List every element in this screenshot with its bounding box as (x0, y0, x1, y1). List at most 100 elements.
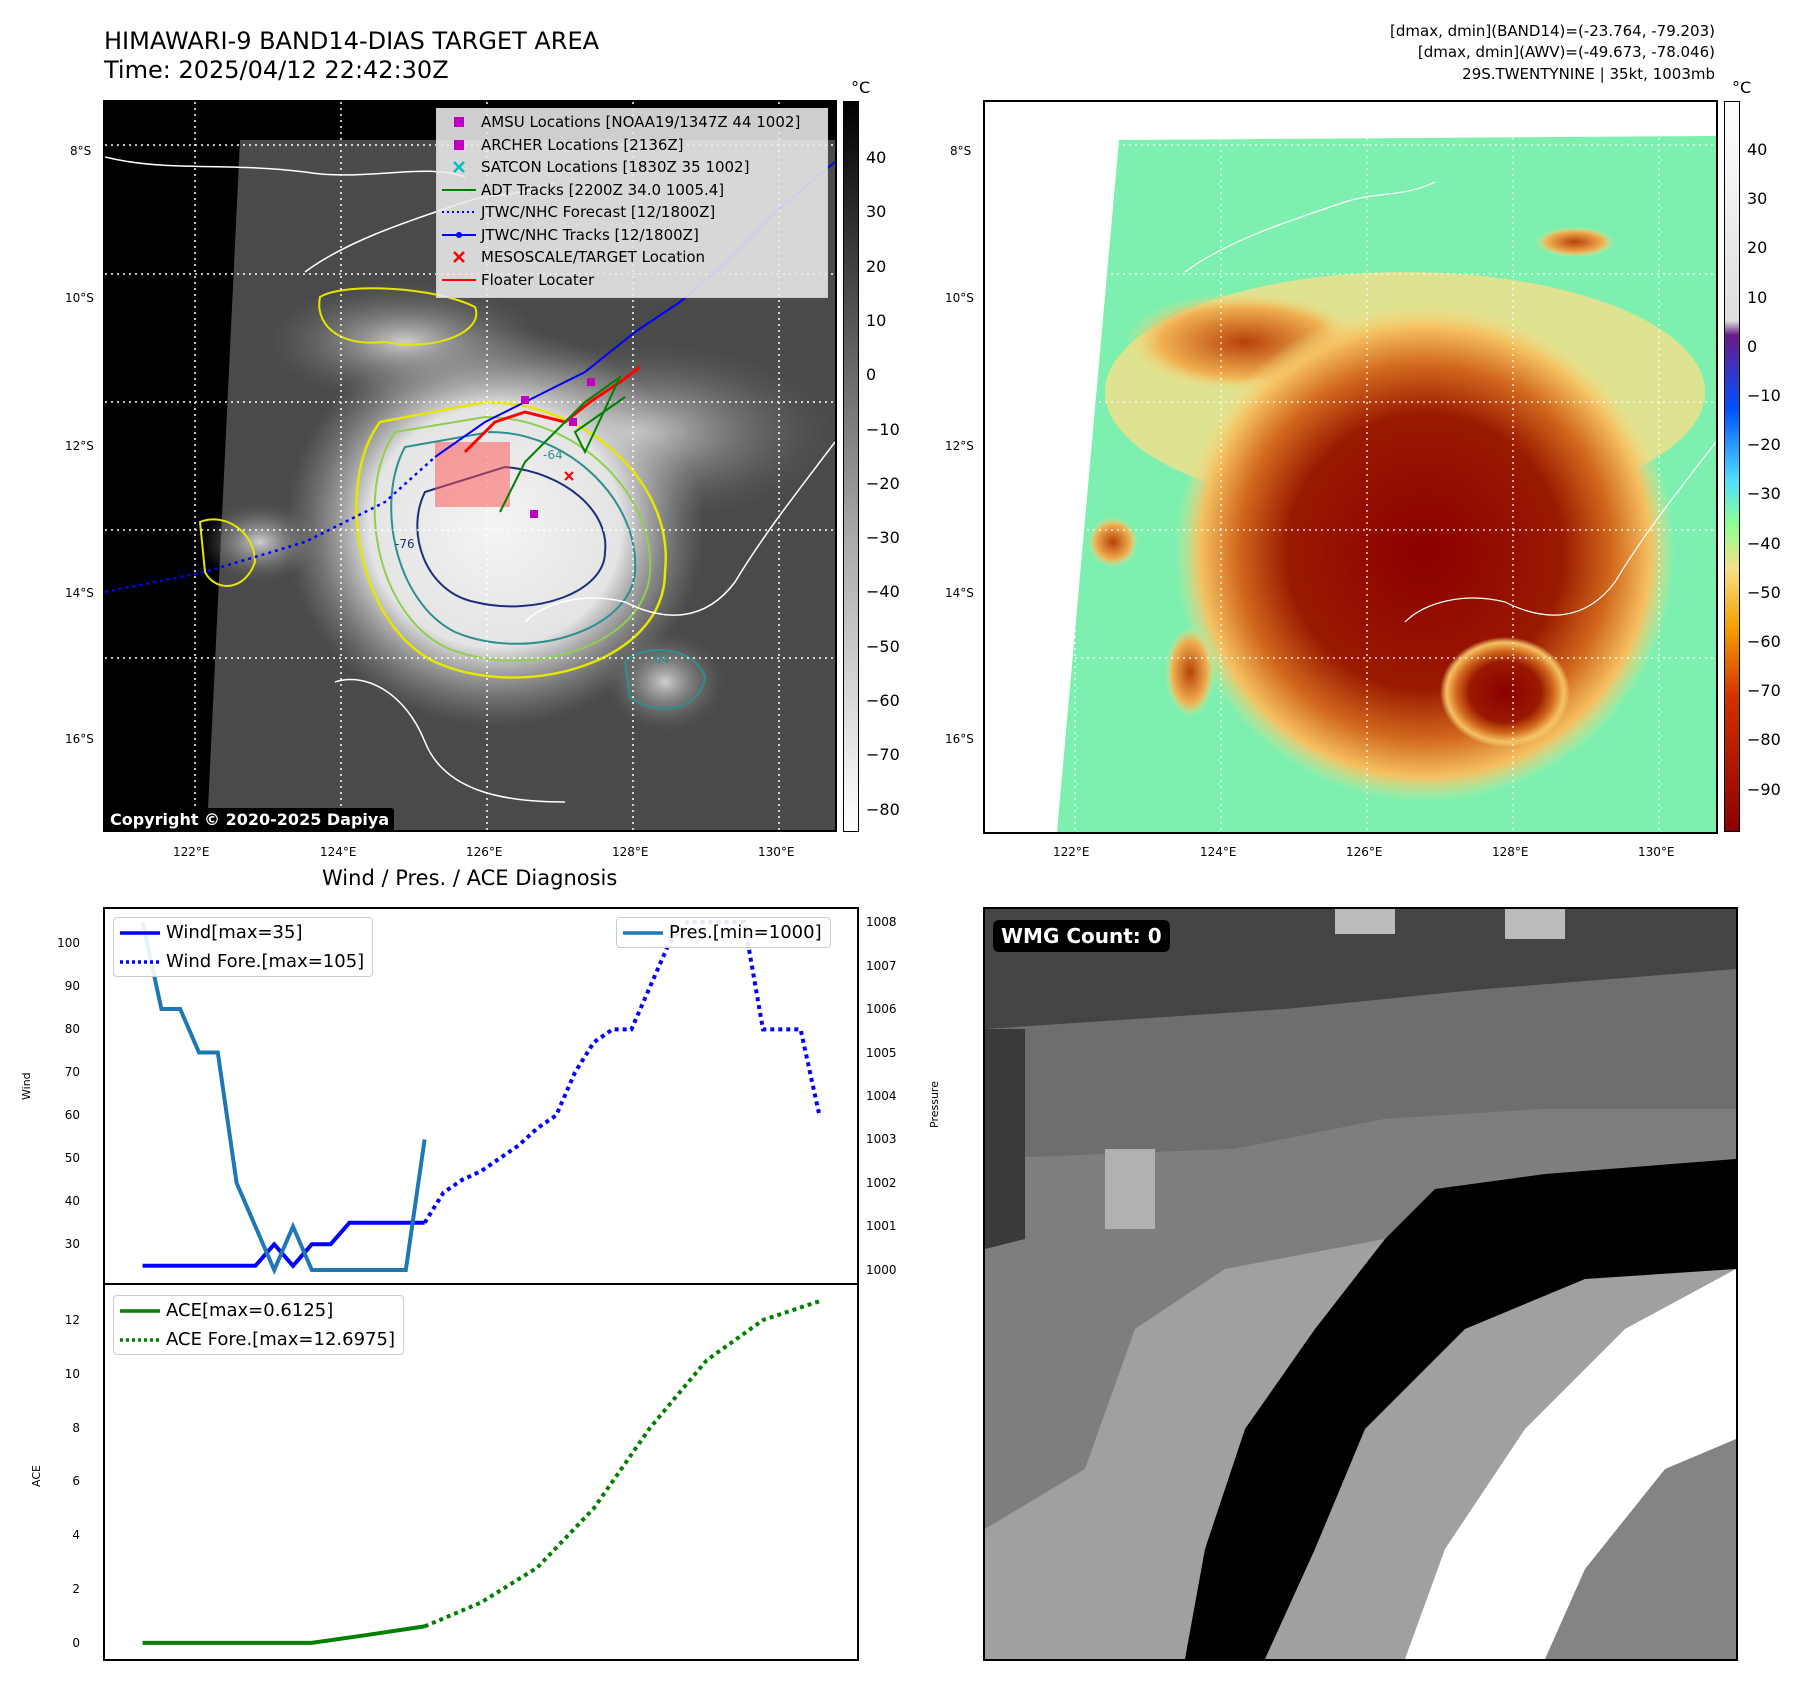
info-band14: [dmax, dmin](BAND14)=(-23.764, -79.203) (1390, 22, 1715, 40)
colorbar-left (843, 101, 859, 832)
wmg-image (985, 909, 1736, 1659)
map-legend-item: Floater Locater (437, 269, 827, 292)
map-legend-symbol (437, 139, 481, 151)
axis-tick-label: 1005 (866, 1045, 897, 1060)
colorbar-tick: −40 (1747, 533, 1781, 553)
series-line (142, 1220, 425, 1269)
map-legend-symbol (437, 116, 481, 128)
colorbar-tick: −70 (1747, 681, 1781, 701)
axis-tick-label: 1000 (866, 1262, 897, 1277)
map-legend-label: Floater Locater (481, 270, 595, 289)
colorbar-tick: −50 (866, 636, 900, 656)
info-storm: 29S.TWENTYNINE | 35kt, 1003mb (1462, 65, 1715, 83)
axis-tick-label: 2 (72, 1582, 80, 1597)
colorbar-tick: −20 (866, 473, 900, 493)
map-legend-item: ARCHER Locations [2136Z] (437, 134, 827, 157)
series-line (140, 921, 427, 1276)
legend-pressure: Pres.[min=1000] (623, 922, 822, 943)
ace-plot (142, 1299, 821, 1645)
lat-label-10s: 10°S (65, 291, 94, 305)
ace-panel (103, 1283, 859, 1661)
map-legend-item: JTWC/NHC Forecast [12/1800Z] (437, 201, 827, 224)
legend-wind-forecast: Wind Fore.[max=105] (120, 951, 365, 972)
colorbar-tick: −80 (1747, 730, 1781, 750)
map-legend-item: ADT Tracks [2200Z 34.0 1005.4] (437, 179, 827, 202)
info-awv: [dmax, dmin](AWV)=(-49.673, -78.046) (1417, 43, 1715, 61)
axis-tick-label: 10 (64, 1366, 80, 1381)
lon-label-124e: 124°E (320, 845, 357, 859)
diagnosis-title: Wind / Pres. / ACE Diagnosis (322, 866, 618, 890)
colorbar-right (1724, 101, 1740, 832)
figure-time: Time: 2025/04/12 22:42:30Z (104, 56, 449, 84)
axis-tick-label: 60 (64, 1108, 80, 1123)
colorbar-tick: −20 (1747, 435, 1781, 455)
colorbar-tick: −70 (866, 745, 900, 765)
axis-tick-label: 80 (64, 1022, 80, 1037)
awv-map-panel (983, 100, 1718, 834)
copyright-label: Copyright © 2020-2025 Dapiya (105, 808, 395, 831)
map-legend-item: SATCON Locations [1830Z 35 1002] (437, 156, 827, 179)
map-legend-symbol (437, 161, 481, 174)
colorbar-tick: 20 (1747, 238, 1768, 258)
colorbar-tick: −60 (866, 691, 900, 710)
series-line (422, 919, 822, 1224)
awv-lat-label-12s: 12°S (945, 439, 974, 453)
awv-lon-label-130e: 130°E (1638, 845, 1675, 859)
axis-tick-label: 4 (72, 1528, 80, 1543)
axis-tick-label: 40 (64, 1194, 80, 1209)
colorbar-tick: 30 (866, 202, 887, 222)
legend-ace-forecast: ACE Fore.[max=12.6975] (120, 1329, 395, 1350)
colorbar-tick: −30 (1747, 484, 1781, 504)
axis-tick-label: 12 (64, 1312, 80, 1327)
awv-lon-label-122e: 122°E (1053, 845, 1090, 859)
colorbar-tick: −30 (866, 528, 900, 548)
axis-tick-label: 1002 (866, 1175, 897, 1190)
axis-tick-label: 90 (64, 979, 80, 994)
axis-tick-label: 0 (72, 1635, 80, 1650)
awv-lat-label-10s: 10°S (945, 291, 974, 305)
colorbar-tick: −60 (1747, 632, 1781, 651)
map-legend-label: AMSU Locations [NOAA19/1347Z 44 1002] (481, 113, 801, 131)
map-legend-label: ARCHER Locations [2136Z] (481, 135, 684, 154)
axis-tick-label: 1001 (866, 1219, 897, 1234)
map-legend: AMSU Locations [NOAA19/1347Z 44 1002] ARC… (436, 108, 828, 298)
contour-label-1: -76 (395, 537, 415, 551)
axis-tick-label: 6 (72, 1474, 80, 1489)
map-legend-symbol (437, 231, 481, 239)
legend-wind: Wind[max=35] (120, 922, 303, 943)
lon-label-126e: 126°E (466, 845, 503, 859)
map-legend-symbol (437, 277, 481, 283)
lat-label-16s: 16°S (65, 732, 94, 746)
contour-label-2: -64 (650, 652, 670, 666)
awv-lon-label-126e: 126°E (1346, 845, 1383, 859)
lat-label-14s: 14°S (65, 586, 94, 600)
map-legend-label: ADT Tracks [2200Z 34.0 1005.4] (481, 180, 725, 199)
awv-lat-label-14s: 14°S (945, 586, 974, 600)
wmg-panel (983, 907, 1738, 1661)
colorbar-tick: 0 (866, 365, 877, 385)
wind-pres-plot (140, 919, 822, 1276)
figure-title: HIMAWARI-9 BAND14-DIAS TARGET AREA (104, 27, 600, 55)
lon-label-128e: 128°E (612, 845, 649, 859)
colorbar-tick: −40 (866, 582, 900, 602)
axis-tick-label: 1007 (866, 958, 897, 973)
awv-lat-label-8s: 8°S (950, 144, 972, 158)
colorbar-tick: 10 (866, 310, 887, 330)
colorbar-tick: 40 (1747, 140, 1768, 159)
colorbar-tick: 0 (1747, 336, 1758, 356)
axis-tick-label: 1004 (866, 1089, 897, 1103)
map-legend-item: MESOSCALE/TARGET Location (437, 246, 827, 269)
colorbar-tick: 40 (866, 148, 887, 167)
awv-lat-label-16s: 16°S (945, 732, 974, 746)
colorbar-left-unit: °C (851, 78, 871, 97)
map-legend-label: JTWC/NHC Tracks [12/1800Z] (481, 225, 699, 244)
colorbar-tick: −10 (866, 419, 900, 439)
awv-lon-label-128e: 128°E (1492, 845, 1529, 859)
pressure-legend: Pres.[min=1000] (616, 917, 831, 948)
legend-ace: ACE[max=0.6125] (120, 1300, 334, 1321)
pressure-axis-label: Pressure (928, 1081, 941, 1128)
series-line (423, 1299, 821, 1629)
contour-label-0: -64 (543, 448, 563, 462)
map-legend-symbol (437, 209, 481, 215)
awv-lon-label-124e: 124°E (1200, 845, 1237, 859)
